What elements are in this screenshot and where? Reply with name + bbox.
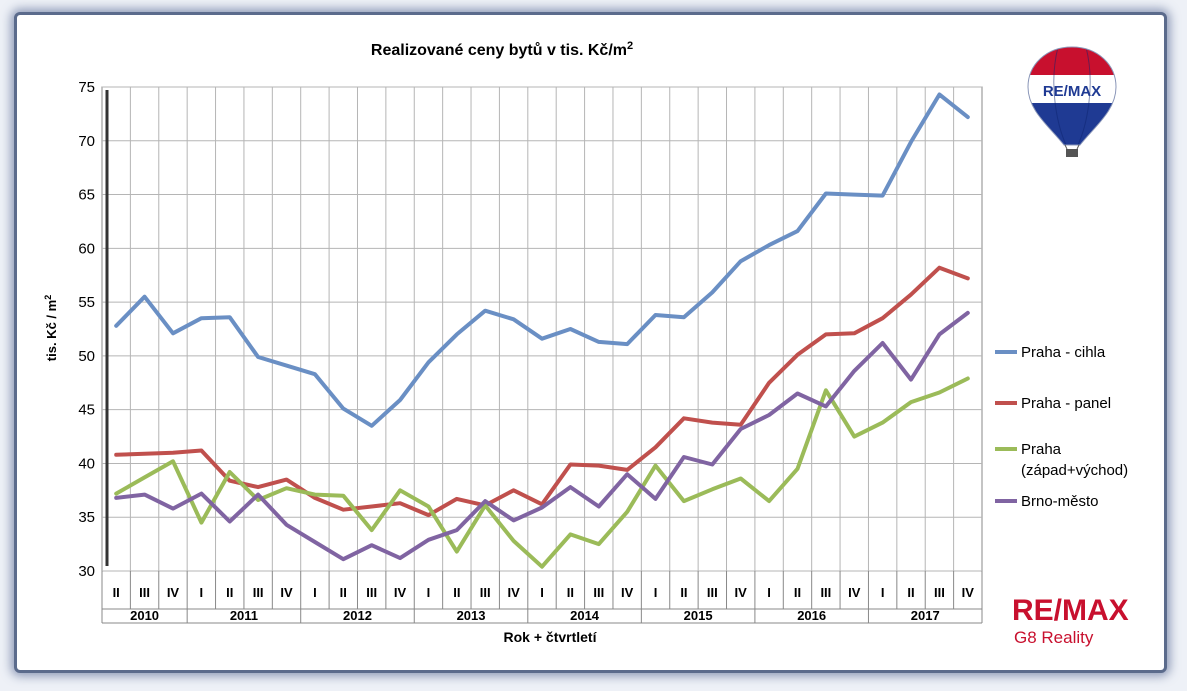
x-axis-label: Rok + čtvrtletí [504,629,598,645]
quarter-label: III [139,585,150,600]
quarter-label: II [226,585,233,600]
y-tick-label: 50 [78,348,95,365]
y-tick-label: 30 [78,563,95,580]
y-axis-label: tis. Kč / m2 [43,295,59,361]
price-chart: Realizované ceny bytů v tis. Kč/m2 30 35 4… [43,40,1129,647]
quarter-label: I [540,585,544,600]
y-tick-label: 40 [78,455,95,472]
year-label: 2016 [797,608,826,623]
y-axis-ticks: 30 35 40 45 50 55 60 65 70 75 [78,79,95,580]
quarter-label: II [567,585,574,600]
legend: Praha - cihla Praha - panel Praha (západ+vý… [995,344,1128,510]
year-label: 2015 [684,608,713,623]
legend-entry: Praha - cihla [1021,344,1106,361]
quarter-label: IV [848,585,861,600]
quarter-label: IV [621,585,634,600]
quarter-label: IV [167,585,180,600]
quarter-label: II [907,585,914,600]
legend-entry-line2: (západ+východ) [1021,462,1128,479]
quarter-label: III [253,585,264,600]
plot-area [101,86,983,572]
quarter-label: IV [394,585,407,600]
y-tick-label: 35 [78,509,95,526]
year-label: 2011 [230,608,258,623]
balloon-label: RE/MAX [1043,83,1101,100]
legend-entry: Brno-město [1021,493,1099,510]
quarter-label: IV [962,585,975,600]
quarter-label: I [767,585,771,600]
quarter-label: I [654,585,658,600]
quarter-label: II [680,585,687,600]
y-tick-label: 45 [78,402,95,419]
quarter-label: I [881,585,885,600]
quarter-label: III [934,585,945,600]
brand-subtitle: G8 Reality [1014,628,1094,647]
y-tick-label: 75 [78,79,95,96]
y-tick-label: 70 [78,133,95,150]
year-label: 2014 [570,608,600,623]
chart-title: Realizované ceny bytů v tis. Kč/m2 [371,40,633,59]
legend-entry: Praha [1021,441,1062,458]
chart-frame: Realizované ceny bytů v tis. Kč/m2 30 35 4… [14,12,1167,673]
quarter-label: IV [280,585,293,600]
year-label: 2012 [343,608,372,623]
quarter-label: II [113,585,120,600]
series-line-1 [114,92,970,428]
series-line-2 [114,265,970,518]
quarter-label: IV [735,585,748,600]
quarter-label: IV [507,585,520,600]
quarter-label: III [366,585,377,600]
quarter-label: III [480,585,491,600]
quarter-label: I [313,585,317,600]
series-line-3 [114,376,970,569]
year-label: 2010 [130,608,159,623]
remax-balloon-icon: RE/MAX [1027,46,1117,157]
year-label: 2017 [911,608,940,623]
quarter-label: II [794,585,801,600]
series-line-4 [114,310,970,562]
quarter-label: III [820,585,831,600]
quarter-label: III [593,585,604,600]
y-tick-label: 55 [78,294,95,311]
series-lines [114,92,970,569]
quarter-label: III [707,585,718,600]
quarter-label: I [427,585,431,600]
year-label: 2013 [457,608,486,623]
y-tick-label: 65 [78,187,95,204]
y-tick-label: 60 [78,240,95,257]
brand-logo: RE/MAX [1012,594,1129,627]
quarter-label: I [200,585,204,600]
quarter-label: II [453,585,460,600]
legend-entry: Praha - panel [1021,395,1111,412]
x-axis-table: II III IV I II III IV I II III IV I II III IV I II III IV I… [101,571,983,624]
quarter-label: II [340,585,347,600]
